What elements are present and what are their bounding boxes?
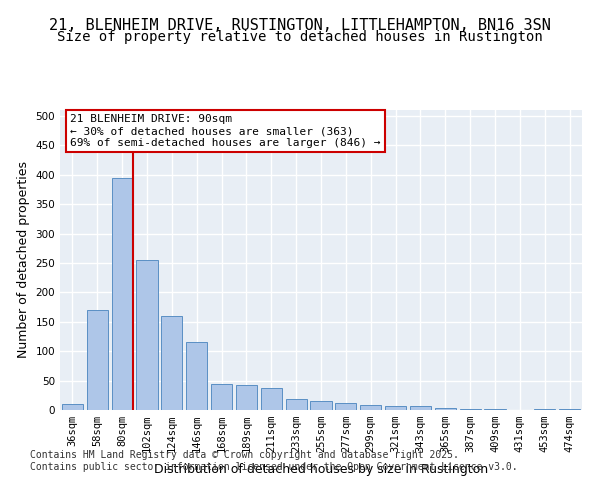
Bar (385, 406, 406, 410)
Bar (186, 342, 207, 410)
Bar (410, 406, 431, 410)
Y-axis label: Number of detached properties: Number of detached properties (17, 162, 30, 358)
Text: 21, BLENHEIM DRIVE, RUSTINGTON, LITTLEHAMPTON, BN16 3SN: 21, BLENHEIM DRIVE, RUSTINGTON, LITTLEHA… (49, 18, 551, 32)
Bar (161, 316, 182, 410)
X-axis label: Distribution of detached houses by size in Rustington: Distribution of detached houses by size … (154, 464, 488, 476)
Bar (236, 384, 257, 410)
Bar (335, 403, 356, 410)
Bar (435, 408, 456, 410)
Bar (360, 406, 381, 410)
Bar (112, 178, 133, 410)
Bar (62, 404, 83, 410)
Text: 21 BLENHEIM DRIVE: 90sqm
← 30% of detached houses are smaller (363)
69% of semi-: 21 BLENHEIM DRIVE: 90sqm ← 30% of detach… (70, 114, 381, 148)
Bar (211, 384, 232, 410)
Text: Contains public sector information licensed under the Open Government Licence v3: Contains public sector information licen… (30, 462, 518, 472)
Bar (286, 400, 307, 410)
Text: Size of property relative to detached houses in Rustington: Size of property relative to detached ho… (57, 30, 543, 44)
Bar (261, 388, 282, 410)
Bar (310, 401, 332, 410)
Bar (87, 310, 108, 410)
Bar (136, 260, 158, 410)
Text: Contains HM Land Registry data © Crown copyright and database right 2025.: Contains HM Land Registry data © Crown c… (30, 450, 459, 460)
